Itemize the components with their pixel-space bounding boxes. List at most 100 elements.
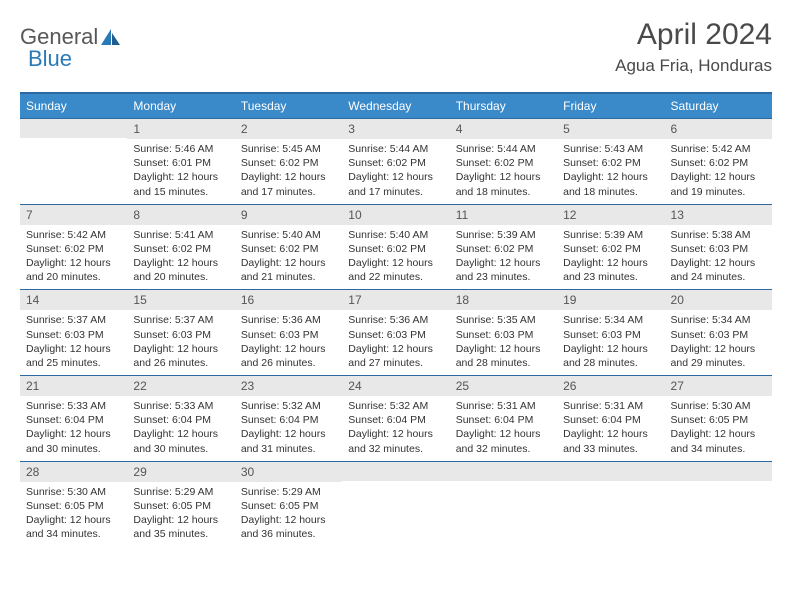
day-data: Sunrise: 5:32 AMSunset: 6:04 PMDaylight:… bbox=[235, 396, 342, 461]
day-data: Sunrise: 5:31 AMSunset: 6:04 PMDaylight:… bbox=[557, 396, 664, 461]
week-row: 28Sunrise: 5:30 AMSunset: 6:05 PMDayligh… bbox=[20, 461, 772, 546]
week-row: 14 Sunrise: 5:37 AM Sunset: 6:03 PM Dayligh… bbox=[20, 290, 772, 376]
day-number: 25 bbox=[450, 376, 557, 396]
day-data: Sunrise: 5:42 AMSunset: 6:02 PMDaylight:… bbox=[665, 139, 772, 204]
day-number: 18 bbox=[450, 290, 557, 310]
day-cell: 26Sunrise: 5:31 AMSunset: 6:04 PMDayligh… bbox=[557, 376, 664, 462]
daylight-text: Daylight: 12 hours and 26 minutes. bbox=[133, 342, 228, 370]
day-number: 14 bbox=[20, 290, 127, 310]
sunrise-text: Sunrise: 5:31 AM bbox=[456, 399, 551, 413]
header: General April 2024 Agua Fria, Honduras bbox=[20, 18, 772, 76]
sunset-text: Sunset: 6:05 PM bbox=[671, 413, 766, 427]
sunrise-text: Sunrise: 5:30 AM bbox=[671, 399, 766, 413]
sunset-text: Sunset: 6:05 PM bbox=[133, 499, 228, 513]
sunset-text: Sunset: 6:02 PM bbox=[241, 156, 336, 170]
location: Agua Fria, Honduras bbox=[615, 56, 772, 76]
sunrise-text: Sunrise: 5:33 AM bbox=[26, 399, 121, 413]
logo-word2: Blue bbox=[28, 46, 72, 72]
daylight-text: Daylight: 12 hours and 25 minutes. bbox=[26, 342, 121, 370]
sunset-text: Sunset: 6:03 PM bbox=[348, 328, 443, 342]
daylight-text: Daylight: 12 hours and 32 minutes. bbox=[456, 427, 551, 455]
day-cell: 1Sunrise: 5:46 AMSunset: 6:01 PMDaylight… bbox=[127, 119, 234, 205]
calendar-table: Sunday Monday Tuesday Wednesday Thursday… bbox=[20, 92, 772, 546]
day-cell: 19Sunrise: 5:34 AMSunset: 6:03 PMDayligh… bbox=[557, 290, 664, 376]
day-number: 15 bbox=[127, 290, 234, 310]
daylight-text: Daylight: 12 hours and 24 minutes. bbox=[671, 256, 766, 284]
sunrise-text: Sunrise: 5:45 AM bbox=[241, 142, 336, 156]
day-number: 6 bbox=[665, 119, 772, 139]
daylight-text: Daylight: 12 hours and 23 minutes. bbox=[456, 256, 551, 284]
sunset-text: Sunset: 6:02 PM bbox=[456, 156, 551, 170]
day-data: Sunrise: 5:43 AMSunset: 6:02 PMDaylight:… bbox=[557, 139, 664, 204]
sunrise-text: Sunrise: 5:35 AM bbox=[456, 313, 551, 327]
day-number: 11 bbox=[450, 205, 557, 225]
day-number: 22 bbox=[127, 376, 234, 396]
dow-row: Sunday Monday Tuesday Wednesday Thursday… bbox=[20, 93, 772, 119]
day-number: 13 bbox=[665, 205, 772, 225]
daylight-text: Daylight: 12 hours and 28 minutes. bbox=[563, 342, 658, 370]
sunset-text: Sunset: 6:02 PM bbox=[671, 156, 766, 170]
day-number bbox=[557, 462, 664, 481]
sunset-text: Sunset: 6:04 PM bbox=[456, 413, 551, 427]
day-cell: 12Sunrise: 5:39 AMSunset: 6:02 PMDayligh… bbox=[557, 204, 664, 290]
day-number bbox=[342, 462, 449, 481]
sunset-text: Sunset: 6:05 PM bbox=[26, 499, 121, 513]
sunset-text: Sunset: 6:02 PM bbox=[241, 242, 336, 256]
day-cell: 6Sunrise: 5:42 AMSunset: 6:02 PMDaylight… bbox=[665, 119, 772, 205]
day-cell: 23Sunrise: 5:32 AMSunset: 6:04 PMDayligh… bbox=[235, 376, 342, 462]
daylight-text: Daylight: 12 hours and 34 minutes. bbox=[671, 427, 766, 455]
day-cell: 3Sunrise: 5:44 AMSunset: 6:02 PMDaylight… bbox=[342, 119, 449, 205]
sunrise-text: Sunrise: 5:42 AM bbox=[26, 228, 121, 242]
day-cell: 14Sunrise: 5:37 AMSunset: 6:03 PMDayligh… bbox=[20, 290, 127, 376]
sunset-text: Sunset: 6:04 PM bbox=[241, 413, 336, 427]
daylight-text: Daylight: 12 hours and 34 minutes. bbox=[26, 513, 121, 541]
dow-sun: Sunday bbox=[20, 93, 127, 119]
sunset-text: Sunset: 6:02 PM bbox=[563, 242, 658, 256]
day-number: 19 bbox=[557, 290, 664, 310]
day-data: Sunrise: 5:39 AMSunset: 6:02 PMDaylight:… bbox=[557, 225, 664, 290]
sunset-text: Sunset: 6:03 PM bbox=[671, 328, 766, 342]
day-number: 16 bbox=[235, 290, 342, 310]
day-data: Sunrise: 5:31 AMSunset: 6:04 PMDaylight:… bbox=[450, 396, 557, 461]
sunrise-text: Sunrise: 5:37 AM bbox=[26, 313, 121, 327]
sunset-text: Sunset: 6:02 PM bbox=[26, 242, 121, 256]
day-cell: 22Sunrise: 5:33 AMSunset: 6:04 PMDayligh… bbox=[127, 376, 234, 462]
day-data: Sunrise: 5:34 AMSunset: 6:03 PMDaylight:… bbox=[557, 310, 664, 375]
day-number: 20 bbox=[665, 290, 772, 310]
daylight-text: Daylight: 12 hours and 18 minutes. bbox=[456, 170, 551, 198]
day-data: Sunrise: 5:44 AMSunset: 6:02 PMDaylight:… bbox=[450, 139, 557, 204]
day-data: Sunrise: 5:46 AMSunset: 6:01 PMDaylight:… bbox=[127, 139, 234, 204]
sunset-text: Sunset: 6:03 PM bbox=[671, 242, 766, 256]
sunrise-text: Sunrise: 5:30 AM bbox=[26, 485, 121, 499]
sunset-text: Sunset: 6:05 PM bbox=[241, 499, 336, 513]
day-cell: 29Sunrise: 5:29 AMSunset: 6:05 PMDayligh… bbox=[127, 461, 234, 546]
day-number: 8 bbox=[127, 205, 234, 225]
day-number bbox=[20, 119, 127, 138]
day-cell: 13Sunrise: 5:38 AMSunset: 6:03 PMDayligh… bbox=[665, 204, 772, 290]
sunset-text: Sunset: 6:04 PM bbox=[133, 413, 228, 427]
day-cell bbox=[20, 119, 127, 205]
sunset-text: Sunset: 6:02 PM bbox=[563, 156, 658, 170]
day-data: Sunrise: 5:38 AMSunset: 6:03 PMDaylight:… bbox=[665, 225, 772, 290]
sunset-text: Sunset: 6:04 PM bbox=[26, 413, 121, 427]
day-data: Sunrise: 5:44 AMSunset: 6:02 PMDaylight:… bbox=[342, 139, 449, 204]
day-data: Sunrise: 5:29 AMSunset: 6:05 PMDaylight:… bbox=[235, 482, 342, 547]
daylight-text: Daylight: 12 hours and 30 minutes. bbox=[133, 427, 228, 455]
day-cell: 4Sunrise: 5:44 AMSunset: 6:02 PMDaylight… bbox=[450, 119, 557, 205]
sail-icon bbox=[100, 27, 122, 47]
day-data: Sunrise: 5:41 AMSunset: 6:02 PMDaylight:… bbox=[127, 225, 234, 290]
day-cell: 15Sunrise: 5:37 AMSunset: 6:03 PMDayligh… bbox=[127, 290, 234, 376]
sunrise-text: Sunrise: 5:32 AM bbox=[348, 399, 443, 413]
daylight-text: Daylight: 12 hours and 20 minutes. bbox=[26, 256, 121, 284]
sunset-text: Sunset: 6:01 PM bbox=[133, 156, 228, 170]
day-data: Sunrise: 5:40 AMSunset: 6:02 PMDaylight:… bbox=[342, 225, 449, 290]
day-data: Sunrise: 5:40 AMSunset: 6:02 PMDaylight:… bbox=[235, 225, 342, 290]
sunrise-text: Sunrise: 5:29 AM bbox=[133, 485, 228, 499]
day-number: 29 bbox=[127, 462, 234, 482]
day-data: Sunrise: 5:45 AMSunset: 6:02 PMDaylight:… bbox=[235, 139, 342, 204]
day-cell bbox=[665, 461, 772, 546]
day-number: 2 bbox=[235, 119, 342, 139]
sunset-text: Sunset: 6:02 PM bbox=[456, 242, 551, 256]
day-cell: 27Sunrise: 5:30 AMSunset: 6:05 PMDayligh… bbox=[665, 376, 772, 462]
day-number: 28 bbox=[20, 462, 127, 482]
